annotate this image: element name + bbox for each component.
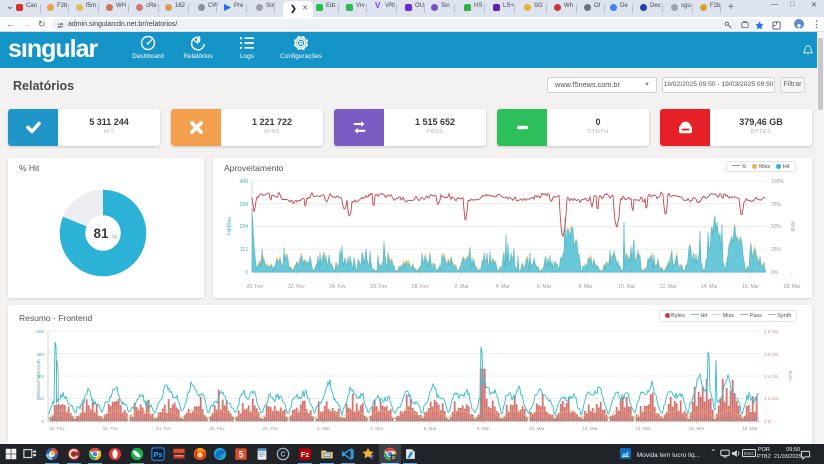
svg-text:⚙: ⚙ [391,455,396,461]
svg-text:150: 150 [36,396,44,401]
svg-text:4. Mar: 4. Mar [370,426,383,431]
svg-text:%: % [112,235,118,241]
svg-text:18. Mar: 18. Mar [783,284,800,290]
svg-text:3.6 GB: 3.6 GB [764,352,778,357]
svg-text:0%: 0% [771,270,779,276]
svg-text:12. Mar: 12. Mar [660,284,677,290]
svg-text:4.8 GB: 4.8 GB [764,329,778,334]
svg-text:6. Mar: 6. Mar [537,284,552,290]
svg-text:20. Fev: 20. Fev [247,284,264,290]
svg-text:75%: 75% [771,202,782,208]
svg-text:28. Fev: 28. Fev [263,426,279,431]
svg-text:0 B: 0 B [764,419,771,424]
svg-text:448: 448 [240,179,249,185]
svg-text:C: C [280,452,285,459]
svg-text:%Hit: %Hit [789,221,795,232]
svg-text:8. Mar: 8. Mar [578,284,593,290]
svg-text:10. Mar: 10. Mar [529,426,545,431]
svg-text:24. Fev: 24. Fev [329,284,346,290]
svg-text:Fz: Fz [301,450,310,459]
svg-text:28. Fev: 28. Fev [412,284,429,290]
svg-text:26. Fev: 26. Fev [371,284,388,290]
svg-text:14. Mar: 14. Mar [636,426,652,431]
svg-text:16. Mar: 16. Mar [689,426,705,431]
svg-text:Hit/Miss/Pass/Synth: Hit/Miss/Pass/Synth [36,359,41,399]
svg-text:25%: 25% [771,247,782,253]
svg-text:16. Mar: 16. Mar [742,284,759,290]
svg-text:1.2 GB: 1.2 GB [764,396,778,401]
svg-text:18. Mar: 18. Mar [742,426,758,431]
svg-text:4. Mar: 4. Mar [496,284,511,290]
svg-text:112: 112 [240,247,248,253]
svg-text:8. Mar: 8. Mar [477,426,490,431]
svg-text:6. Mar: 6. Mar [424,426,437,431]
svg-text:20. Fev: 20. Fev [49,426,65,431]
svg-text:5: 5 [239,450,244,460]
svg-text:600: 600 [36,329,44,334]
svg-text:450: 450 [36,352,44,357]
svg-text:336: 336 [240,202,249,208]
svg-text:22. Fev: 22. Fev [103,426,119,431]
svg-text:10. Mar: 10. Mar [618,284,635,290]
svg-text:Hit/Miss: Hit/Miss [227,217,233,235]
svg-text:2. Mar: 2. Mar [317,426,330,431]
svg-text:26. Fev: 26. Fev [209,426,225,431]
svg-text:2. Mar: 2. Mar [454,284,469,290]
svg-text:224: 224 [240,224,249,230]
svg-text:24. Fev: 24. Fev [156,426,172,431]
svg-text:2.4 GB: 2.4 GB [764,374,778,379]
svg-text:300: 300 [36,374,44,379]
svg-text:14. Mar: 14. Mar [701,284,718,290]
svg-text:Ps: Ps [154,452,163,459]
svg-text:12. Mar: 12. Mar [582,426,598,431]
svg-text:0: 0 [41,419,44,424]
svg-text:0: 0 [245,270,248,276]
svg-text:22. Fev: 22. Fev [288,284,305,290]
svg-text:100%: 100% [771,179,784,185]
svg-text:81: 81 [93,226,109,241]
svg-text:50%: 50% [771,224,782,230]
svg-text:Bytes: Bytes [788,371,793,383]
